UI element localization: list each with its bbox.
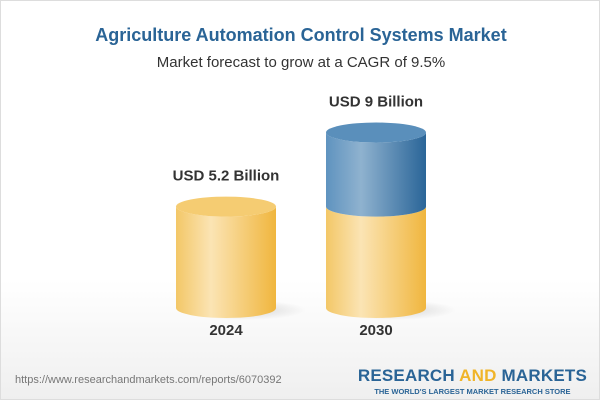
data-label: USD 5.2 Billion bbox=[173, 168, 280, 185]
logo-tagline: THE WORLD'S LARGEST MARKET RESEARCH STOR… bbox=[374, 387, 571, 396]
logo-text: RESEARCH bbox=[357, 366, 460, 385]
source-url[interactable]: https://www.researchandmarkets.com/repor… bbox=[15, 374, 282, 386]
cylinder-2030-growth-body bbox=[326, 132, 426, 217]
cylinder-2030-growth-top bbox=[326, 122, 426, 143]
chart-title: Agriculture Automation Control Systems M… bbox=[95, 25, 507, 45]
data-label: USD 9 Billion bbox=[329, 94, 423, 111]
category-label: 2024 bbox=[209, 322, 243, 339]
logo-text-and: AND bbox=[459, 366, 497, 385]
cylinder-2024-body bbox=[176, 206, 276, 318]
category-label: 2030 bbox=[359, 322, 392, 339]
logo-text: MARKETS bbox=[496, 366, 587, 385]
cylinder-chart: USD 5.2 Billion 2024 USD 9 Billion 2030 bbox=[173, 94, 456, 339]
cylinder-2030-base-body bbox=[326, 206, 426, 318]
chart-subtitle: Market forecast to grow at a CAGR of 9.5… bbox=[156, 54, 446, 71]
research-and-markets-logo: RESEARCH AND MARKETS THE WORLD'S LARGEST… bbox=[358, 366, 587, 396]
cylinder-2024-top bbox=[176, 196, 276, 217]
